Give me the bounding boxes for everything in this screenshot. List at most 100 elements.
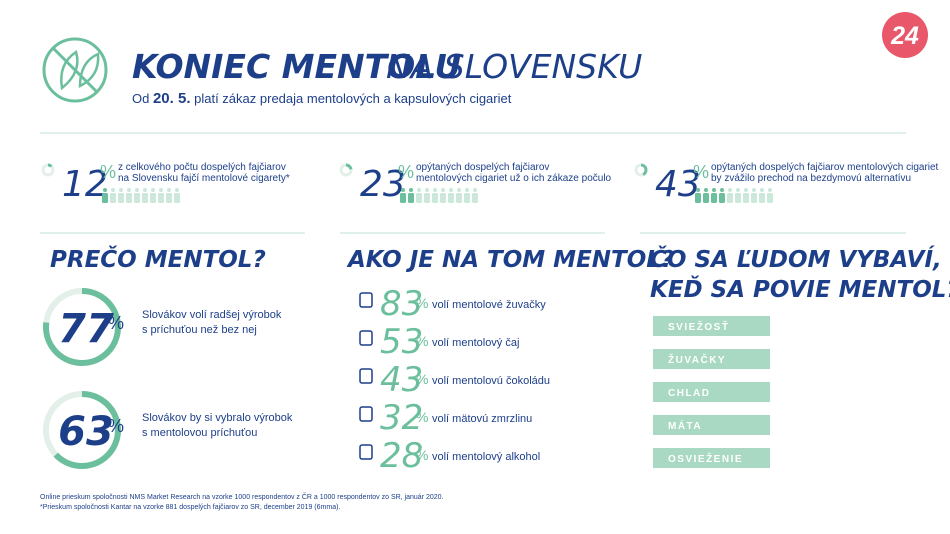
item-value: 83	[380, 284, 423, 324]
item-label: volí mätovú zmrzlinu	[432, 413, 532, 425]
ring-arc	[53, 391, 121, 469]
item-icon	[359, 444, 373, 460]
stat-unit: %	[398, 162, 414, 182]
person-icon	[728, 188, 732, 192]
tag-text: CHLAD	[668, 388, 711, 399]
person-icon	[111, 188, 115, 192]
ring-unit: %	[108, 416, 124, 436]
person-icon	[448, 193, 454, 203]
person-icon	[158, 193, 164, 203]
item-icon	[359, 330, 373, 346]
footnote: *Prieskum spoločnosti Kantar na vzorke 8…	[40, 504, 340, 511]
person-icon	[425, 188, 429, 192]
person-icon	[151, 188, 155, 192]
person-icon	[457, 188, 461, 192]
person-icon	[103, 188, 107, 192]
item-label: volí mentolové žuvačky	[432, 299, 546, 311]
ring-arc	[43, 288, 121, 366]
tag-text: OSVIEŽENIE	[668, 452, 743, 465]
person-icon	[166, 193, 172, 203]
person-icon	[711, 193, 717, 203]
person-icon	[767, 193, 773, 203]
section-title: AKO JE NA TOM MENTOL?	[346, 247, 674, 273]
person-icon	[449, 188, 453, 192]
item-label: volí mentolový čaj	[432, 337, 519, 349]
item-value: 28	[380, 436, 423, 476]
subtitle-pre: Od	[132, 91, 149, 106]
person-icon	[465, 188, 469, 192]
person-icon	[720, 188, 724, 192]
person-icon	[727, 193, 733, 203]
person-icon	[735, 193, 741, 203]
tag-text: ŽUVAČKY	[668, 353, 726, 366]
stat-text: opýtaných dospelých fajčiarov	[416, 162, 549, 173]
item-label: volí mentolovú čokoládu	[432, 375, 550, 387]
ring-arc	[640, 163, 648, 176]
person-icon	[712, 188, 716, 192]
ring-text: Slovákov volí radšej výrobok	[142, 309, 282, 321]
person-icon	[719, 193, 725, 203]
person-icon	[432, 193, 438, 203]
item-value: 53	[380, 322, 423, 362]
person-icon	[472, 193, 478, 203]
item-icon	[359, 406, 373, 422]
logo-badge	[882, 12, 928, 58]
ring-text: s mentolovou príchuťou	[142, 427, 257, 439]
tag-box	[653, 448, 770, 468]
person-icon	[400, 193, 406, 203]
person-icon	[440, 193, 446, 203]
stat-text: opýtaných dospelých fajčiarov mentolovýc…	[711, 162, 939, 173]
item-icon	[359, 292, 373, 308]
item-unit: %	[416, 371, 428, 387]
person-icon	[150, 193, 156, 203]
section-title: PREČO MENTOL?	[50, 245, 266, 273]
person-icon	[759, 193, 765, 203]
logo-text: 24	[890, 22, 919, 50]
footnote: Online prieskum spoločnosti NMS Market R…	[40, 492, 444, 501]
person-icon	[142, 193, 148, 203]
person-icon	[417, 188, 421, 192]
ring-text: s príchuťou než bez nej	[142, 324, 257, 336]
person-icon	[760, 188, 764, 192]
person-icon	[768, 188, 772, 192]
person-icon	[473, 188, 477, 192]
tag-box	[653, 349, 770, 369]
person-icon	[135, 188, 139, 192]
person-icon	[175, 188, 179, 192]
stat-text: z celkového počtu dospelých fajčiarov	[118, 162, 286, 173]
person-icon	[416, 193, 422, 203]
stat-text: na Slovensku fajčí mentolové cigarety*	[118, 173, 290, 184]
section-title: ČO SA ĽUDOM VYBAVÍ,	[650, 245, 942, 273]
person-icon	[464, 193, 470, 203]
person-icon	[118, 193, 124, 203]
person-icon	[159, 188, 163, 192]
item-label: volí mentolový alkohol	[432, 451, 540, 463]
item-unit: %	[416, 409, 428, 425]
stat-unit: %	[100, 162, 116, 182]
person-icon	[134, 193, 140, 203]
person-icon	[704, 188, 708, 192]
ring-unit: %	[108, 313, 124, 333]
person-icon	[127, 188, 131, 192]
item-unit: %	[416, 333, 428, 349]
person-icon	[174, 193, 180, 203]
ring-text: Slovákov by si vybralo výrobok	[142, 412, 293, 424]
ring-value: 63	[58, 409, 114, 455]
item-unit: %	[416, 447, 428, 463]
stat-value: 23	[360, 164, 406, 205]
tag-box	[653, 382, 770, 402]
title-bold: KONIEC MENTOLU	[132, 47, 461, 86]
title-light: NA SLOVENSKU	[386, 47, 642, 86]
person-icon	[401, 188, 405, 192]
tag-box	[653, 316, 770, 336]
tag-text: SVIEŽOSŤ	[668, 320, 729, 333]
person-icon	[433, 188, 437, 192]
subtitle-date: 20. 5.	[153, 90, 191, 107]
subtitle: Od 20. 5. platí zákaz predaja mentolovýc…	[132, 90, 512, 107]
section-title: KEĎ SA POVIE MENTOL?	[650, 275, 950, 303]
item-unit: %	[416, 295, 428, 311]
ring-arc	[47, 163, 53, 168]
person-icon	[110, 193, 116, 203]
person-icon	[743, 193, 749, 203]
